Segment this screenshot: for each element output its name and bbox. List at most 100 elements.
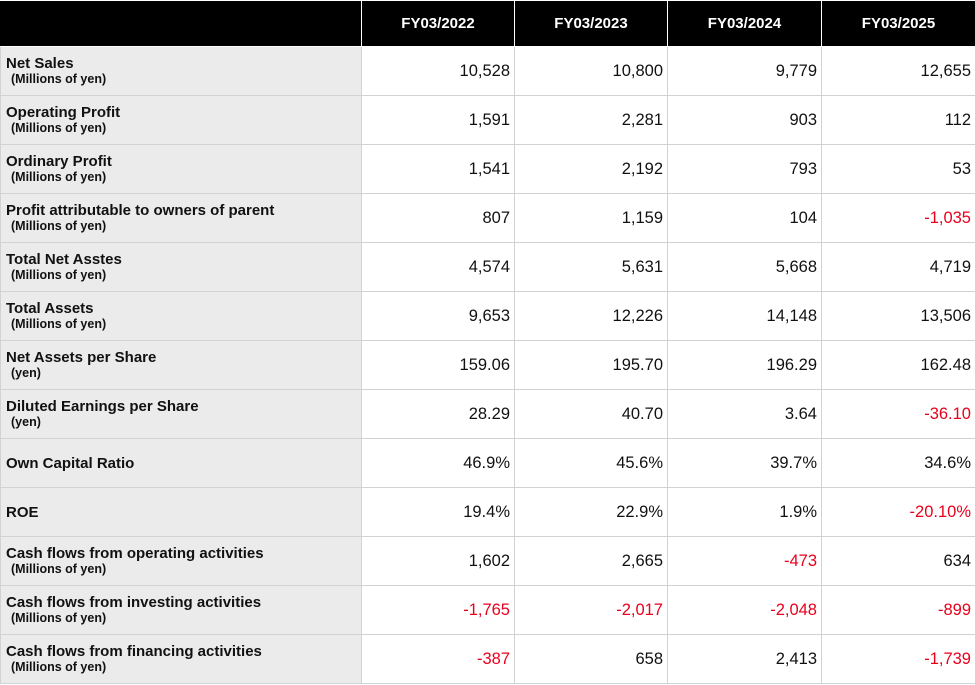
- row-label-cell: Cash flows from operating activities (Mil…: [0, 536, 362, 586]
- row-label-cell: ROE: [0, 487, 362, 537]
- row-label-cell: Total Assets (Millions of yen): [0, 291, 362, 341]
- value-cell: 2,281: [514, 95, 668, 145]
- value-cell: 10,528: [361, 46, 515, 96]
- value-cell: 12,655: [821, 46, 975, 96]
- table-row: Diluted Earnings per Share (yen) 28.29 40.7…: [0, 389, 975, 439]
- value-cell: 195.70: [514, 340, 668, 390]
- value-cell: 12,226: [514, 291, 668, 341]
- value-cell: -387: [361, 634, 515, 684]
- value-cell: 196.29: [667, 340, 822, 390]
- row-label-cell: Net Assets per Share (yen): [0, 340, 362, 390]
- value-cell: 4,574: [361, 242, 515, 292]
- value-cell: 112: [821, 95, 975, 145]
- table-row: Ordinary Profit (Millions of yen) 1,541 2,1…: [0, 144, 975, 194]
- value-cell: 39.7%: [667, 438, 822, 488]
- value-cell: -1,739: [821, 634, 975, 684]
- value-cell: 9,653: [361, 291, 515, 341]
- row-unit: (Millions of yen): [11, 121, 107, 135]
- value-cell: -36.10: [821, 389, 975, 439]
- value-cell: 634: [821, 536, 975, 586]
- value-cell: 19.4%: [361, 487, 515, 537]
- value-cell: 53: [821, 144, 975, 194]
- row-unit: (Millions of yen): [11, 317, 107, 331]
- row-label-cell: Operating Profit (Millions of yen): [0, 95, 362, 145]
- value-cell: -899: [821, 585, 975, 635]
- header-corner-cell: [0, 0, 362, 47]
- row-label: Net Assets per Share: [6, 349, 157, 366]
- header-fy2022: FY03/2022: [361, 0, 515, 47]
- table-row: ROE 19.4% 22.9% 1.9% -20.10%: [0, 487, 975, 537]
- value-cell: 1,591: [361, 95, 515, 145]
- table-body: Net Sales (Millions of yen) 10,528 10,800 9,…: [0, 46, 975, 684]
- table-row: Total Net Asstes (Millions of yen) 4,574 5,…: [0, 242, 975, 292]
- value-cell: 34.6%: [821, 438, 975, 488]
- row-label-cell: Total Net Asstes (Millions of yen): [0, 242, 362, 292]
- row-label-cell: Cash flows from financing activities (Mil…: [0, 634, 362, 684]
- row-unit: (Millions of yen): [11, 611, 107, 625]
- row-unit: (yen): [11, 366, 41, 380]
- value-cell: 9,779: [667, 46, 822, 96]
- value-cell: 14,148: [667, 291, 822, 341]
- table-row: Net Assets per Share (yen) 159.06 195.70 196…: [0, 340, 975, 390]
- row-unit: (Millions of yen): [11, 219, 107, 233]
- value-cell: 28.29: [361, 389, 515, 439]
- row-label-cell: Own Capital Ratio: [0, 438, 362, 488]
- value-cell: 5,668: [667, 242, 822, 292]
- row-unit: (Millions of yen): [11, 170, 107, 184]
- row-unit: (Millions of yen): [11, 562, 107, 576]
- table-row: Cash flows from financing activities (Mil…: [0, 634, 975, 684]
- value-cell: 2,665: [514, 536, 668, 586]
- value-cell: -1,035: [821, 193, 975, 243]
- header-fy2025: FY03/2025: [821, 0, 975, 47]
- row-label: ROE: [6, 503, 39, 521]
- value-cell: 4,719: [821, 242, 975, 292]
- table-row: Own Capital Ratio 46.9% 45.6% 39.7% 34.6%: [0, 438, 975, 488]
- value-cell: -473: [667, 536, 822, 586]
- table-row: Operating Profit (Millions of yen) 1,591 2,…: [0, 95, 975, 145]
- row-label: Ordinary Profit: [6, 153, 112, 170]
- row-unit: (Millions of yen): [11, 72, 107, 86]
- value-cell: 10,800: [514, 46, 668, 96]
- table-row: Profit attributable to owners of parent(…: [0, 193, 975, 243]
- value-cell: 793: [667, 144, 822, 194]
- row-unit: (Millions of yen): [11, 268, 107, 282]
- table-row: Total Assets (Millions of yen) 9,653 12,226…: [0, 291, 975, 341]
- value-cell: 5,631: [514, 242, 668, 292]
- table-row: Net Sales (Millions of yen) 10,528 10,800 9,…: [0, 46, 975, 96]
- value-cell: 162.48: [821, 340, 975, 390]
- row-label: Profit attributable to owners of parent: [6, 202, 275, 219]
- row-label-cell: Ordinary Profit (Millions of yen): [0, 144, 362, 194]
- value-cell: 903: [667, 95, 822, 145]
- row-label: Own Capital Ratio: [6, 454, 135, 472]
- value-cell: 46.9%: [361, 438, 515, 488]
- row-label-cell: Diluted Earnings per Share (yen): [0, 389, 362, 439]
- row-label: Diluted Earnings per Share: [6, 398, 199, 415]
- value-cell: -1,765: [361, 585, 515, 635]
- value-cell: 3.64: [667, 389, 822, 439]
- value-cell: -2,048: [667, 585, 822, 635]
- row-label: Cash flows from investing activities: [6, 594, 262, 611]
- value-cell: 1,541: [361, 144, 515, 194]
- value-cell: -20.10%: [821, 487, 975, 537]
- row-label-cell: Net Sales (Millions of yen): [0, 46, 362, 96]
- value-cell: 658: [514, 634, 668, 684]
- value-cell: 2,192: [514, 144, 668, 194]
- row-label-cell: Cash flows from investing activities (Mil…: [0, 585, 362, 635]
- value-cell: 1.9%: [667, 487, 822, 537]
- value-cell: 1,159: [514, 193, 668, 243]
- value-cell: 807: [361, 193, 515, 243]
- value-cell: 40.70: [514, 389, 668, 439]
- row-label: Cash flows from operating activities: [6, 545, 264, 562]
- header-fy2024: FY03/2024: [667, 0, 822, 47]
- header-fy2023: FY03/2023: [514, 0, 668, 47]
- table-row: Cash flows from operating activities (Mil…: [0, 536, 975, 586]
- value-cell: 104: [667, 193, 822, 243]
- table-row: Cash flows from investing activities (Mil…: [0, 585, 975, 635]
- value-cell: 13,506: [821, 291, 975, 341]
- table-header: FY03/2022 FY03/2023 FY03/2024 FY03/2025: [0, 0, 975, 47]
- value-cell: 22.9%: [514, 487, 668, 537]
- row-label: Operating Profit: [6, 104, 121, 121]
- row-unit: (Millions of yen): [11, 660, 107, 674]
- row-label-cell: Profit attributable to owners of parent(…: [0, 193, 362, 243]
- header-row: FY03/2022 FY03/2023 FY03/2024 FY03/2025: [0, 0, 975, 47]
